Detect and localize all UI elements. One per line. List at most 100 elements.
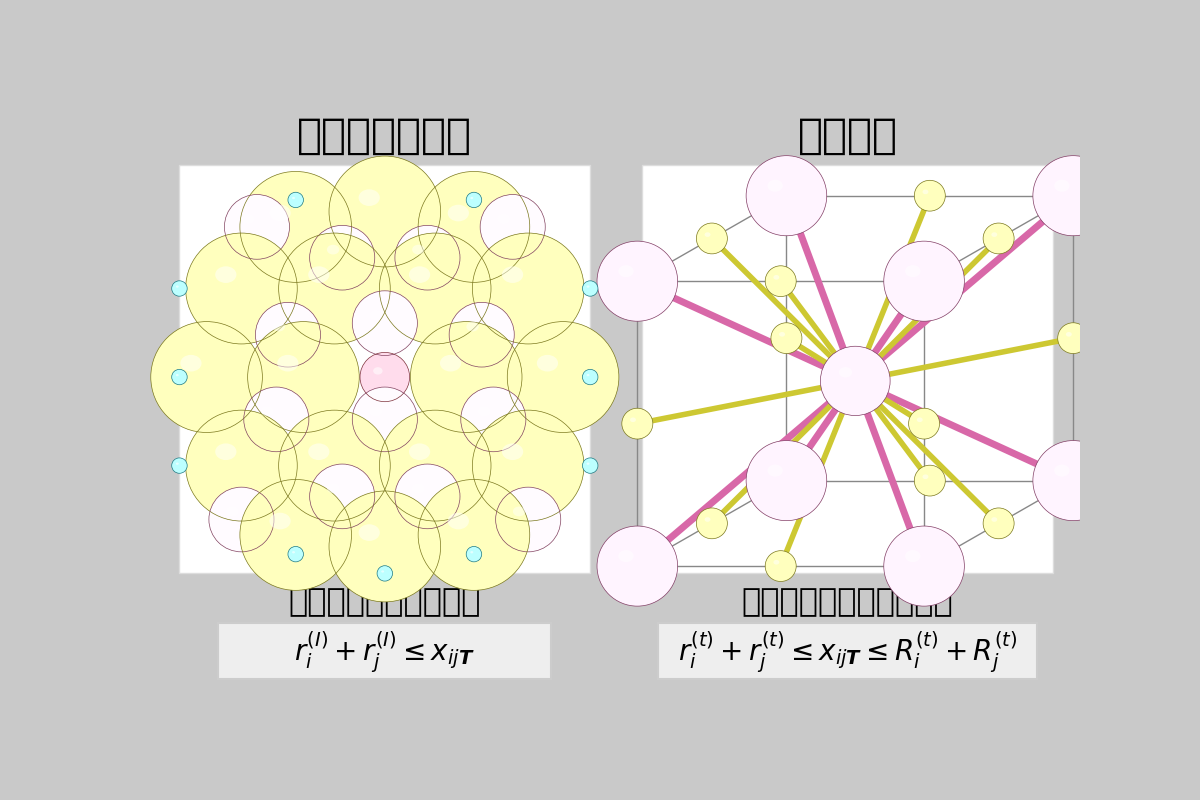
Ellipse shape: [485, 246, 565, 325]
Ellipse shape: [247, 322, 359, 433]
Ellipse shape: [914, 180, 946, 211]
Ellipse shape: [904, 546, 940, 581]
Ellipse shape: [1070, 336, 1075, 341]
Ellipse shape: [769, 269, 791, 291]
Ellipse shape: [178, 464, 181, 467]
Ellipse shape: [257, 330, 344, 418]
Ellipse shape: [1033, 441, 1114, 521]
Ellipse shape: [228, 452, 252, 477]
Ellipse shape: [245, 389, 306, 449]
Ellipse shape: [210, 434, 265, 490]
Ellipse shape: [467, 193, 481, 207]
Ellipse shape: [508, 222, 517, 232]
Ellipse shape: [377, 566, 392, 581]
Ellipse shape: [377, 538, 394, 554]
Ellipse shape: [473, 553, 475, 555]
Ellipse shape: [292, 551, 295, 554]
Ellipse shape: [360, 353, 409, 402]
Ellipse shape: [1067, 332, 1078, 343]
Ellipse shape: [919, 185, 938, 205]
Ellipse shape: [821, 346, 890, 415]
Ellipse shape: [769, 270, 790, 290]
Ellipse shape: [588, 374, 592, 379]
Ellipse shape: [331, 159, 436, 262]
Ellipse shape: [469, 195, 478, 203]
Ellipse shape: [193, 364, 217, 388]
Ellipse shape: [359, 524, 380, 541]
Ellipse shape: [991, 232, 997, 237]
Ellipse shape: [175, 461, 182, 469]
Ellipse shape: [398, 467, 454, 523]
Ellipse shape: [214, 261, 262, 309]
Ellipse shape: [545, 358, 577, 391]
Ellipse shape: [253, 327, 349, 422]
Ellipse shape: [281, 354, 320, 394]
Ellipse shape: [702, 229, 720, 246]
Ellipse shape: [614, 543, 655, 583]
Ellipse shape: [625, 412, 648, 434]
Ellipse shape: [475, 236, 578, 339]
Ellipse shape: [277, 355, 299, 371]
Ellipse shape: [923, 190, 929, 194]
Ellipse shape: [920, 186, 937, 203]
Ellipse shape: [925, 475, 934, 485]
Ellipse shape: [247, 390, 302, 446]
Ellipse shape: [761, 454, 806, 501]
Ellipse shape: [890, 533, 954, 595]
Ellipse shape: [337, 491, 347, 502]
Ellipse shape: [174, 372, 184, 381]
Ellipse shape: [704, 517, 710, 522]
Ellipse shape: [277, 324, 296, 343]
Ellipse shape: [928, 194, 932, 198]
Ellipse shape: [467, 193, 480, 206]
Ellipse shape: [488, 414, 498, 424]
Ellipse shape: [598, 241, 678, 322]
Ellipse shape: [611, 255, 658, 302]
Ellipse shape: [391, 422, 472, 502]
Ellipse shape: [371, 363, 396, 388]
Ellipse shape: [366, 305, 400, 338]
Ellipse shape: [472, 552, 475, 556]
Ellipse shape: [468, 194, 479, 204]
Ellipse shape: [412, 245, 425, 254]
Ellipse shape: [1056, 179, 1086, 208]
Ellipse shape: [550, 364, 575, 388]
Ellipse shape: [188, 358, 221, 391]
Text: 化学結合: 化学結合: [798, 115, 898, 157]
Ellipse shape: [505, 442, 546, 482]
Ellipse shape: [289, 548, 301, 559]
Ellipse shape: [1055, 465, 1069, 477]
Ellipse shape: [188, 236, 292, 339]
Ellipse shape: [748, 158, 823, 232]
Ellipse shape: [283, 330, 293, 339]
Ellipse shape: [427, 488, 515, 576]
Ellipse shape: [1068, 333, 1078, 342]
FancyBboxPatch shape: [180, 166, 590, 574]
Ellipse shape: [259, 306, 314, 362]
Ellipse shape: [1066, 330, 1079, 344]
Ellipse shape: [774, 560, 779, 565]
Ellipse shape: [769, 555, 790, 575]
Ellipse shape: [478, 238, 574, 334]
Ellipse shape: [505, 219, 520, 234]
Ellipse shape: [584, 371, 595, 382]
Ellipse shape: [500, 261, 548, 309]
Ellipse shape: [824, 350, 884, 410]
Ellipse shape: [456, 310, 503, 356]
Ellipse shape: [769, 179, 799, 208]
Ellipse shape: [540, 354, 581, 394]
Ellipse shape: [212, 490, 268, 546]
Ellipse shape: [202, 426, 274, 498]
Ellipse shape: [1050, 173, 1091, 213]
Ellipse shape: [421, 275, 446, 299]
Ellipse shape: [371, 533, 396, 558]
Ellipse shape: [288, 546, 304, 562]
Ellipse shape: [700, 511, 722, 534]
Ellipse shape: [841, 366, 866, 392]
Ellipse shape: [620, 550, 650, 578]
Ellipse shape: [770, 556, 788, 574]
Ellipse shape: [353, 180, 409, 236]
Ellipse shape: [703, 230, 719, 245]
Ellipse shape: [781, 333, 791, 342]
Ellipse shape: [216, 494, 263, 541]
